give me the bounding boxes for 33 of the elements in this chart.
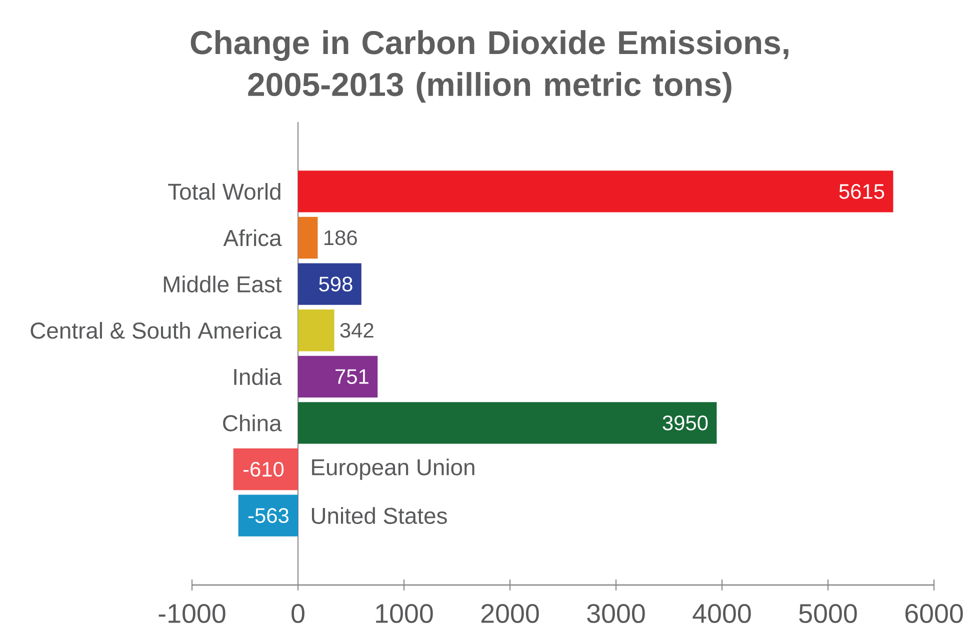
data-label: -563 (248, 508, 288, 523)
data-label: 598 (319, 276, 352, 292)
x-tick-label: 3000 (587, 604, 645, 624)
chart-title: Change in Carbon Dioxide Emissions, 2005-2013 (million metric tons) (190, 30, 788, 103)
data-label: 186 (324, 230, 357, 246)
x-tick-label: 6000 (905, 604, 963, 624)
bar (298, 356, 378, 398)
data-label: 3950 (662, 416, 708, 430)
y-tick-label: Middle East (164, 276, 282, 292)
bar (298, 170, 894, 212)
x-tick-label: 1000 (376, 604, 433, 624)
bar (298, 402, 717, 444)
x-tick-label: -1000 (158, 604, 226, 624)
y-tick-label: United States (312, 507, 447, 524)
bar (233, 448, 298, 490)
x-tick-label: 0 (292, 604, 304, 624)
bar (298, 216, 318, 259)
x-tick-label: 2000 (481, 604, 539, 624)
data-label: -610 (243, 462, 284, 477)
y-tick-label: European Union (312, 458, 474, 480)
data-label: 342 (340, 322, 374, 338)
bar (238, 494, 298, 536)
x-tick-label: 4000 (692, 604, 751, 624)
y-tick-label: Total World (168, 183, 280, 200)
data-label: 751 (336, 369, 368, 384)
y-tick-label: China (223, 414, 282, 432)
x-tick-label: 5000 (799, 604, 857, 624)
bar (298, 263, 362, 305)
y-tick-label: India (234, 368, 282, 386)
y-tick-label: Africa (223, 229, 282, 246)
y-tick-label: Central & South America (30, 322, 282, 339)
data-label: 5615 (839, 184, 884, 199)
bar (298, 310, 334, 352)
